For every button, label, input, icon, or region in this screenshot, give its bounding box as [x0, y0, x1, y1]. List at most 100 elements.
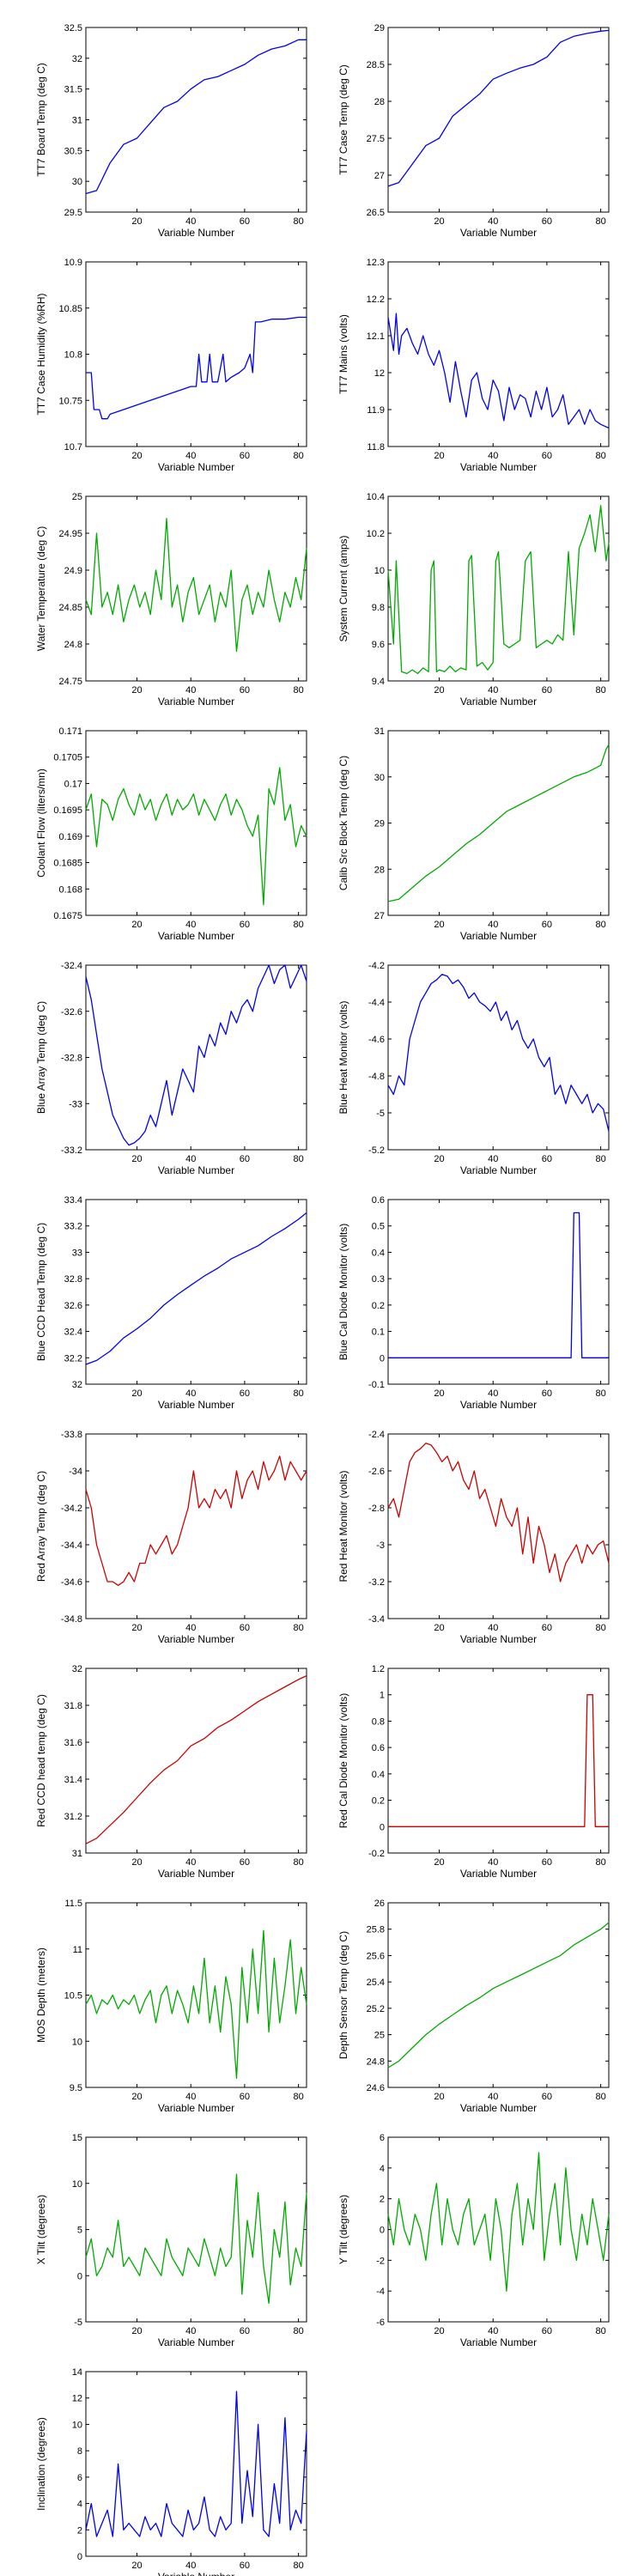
y-tick-label: 29: [374, 23, 385, 33]
y-tick-label: -3.4: [368, 1614, 385, 1625]
x-tick-label: 60: [240, 685, 250, 696]
y-axis-label: Red Cal Diode Monitor (volts): [337, 1693, 349, 1828]
x-axis-label: Variable Number: [460, 696, 537, 708]
plot-frame: [387, 964, 610, 1151]
series-line: [85, 2391, 307, 2537]
x-tick-label: 80: [595, 1857, 605, 1868]
y-axis-label: Y Tilt (degrees): [337, 2195, 349, 2264]
x-tick-label: 40: [488, 216, 498, 227]
x-tick-label: 60: [542, 1154, 552, 1164]
x-tick-label: 60: [542, 1388, 552, 1399]
y-tick-label: -34.2: [61, 1504, 82, 1514]
x-tick-label: 20: [434, 685, 444, 696]
x-tick-label: 60: [240, 2326, 250, 2336]
x-tick-label: 20: [131, 2326, 142, 2336]
y-tick-label: -33.8: [61, 1430, 82, 1440]
chart-panel-20: 20 40 60 80 -6 -4 -2 0 2 4 6 Variable Number Y Tilt …: [337, 2133, 610, 2348]
chart-panel-4: 20 40 60 80 11.8 11.9 12 12.1 12.2 12.3 Variable N…: [337, 258, 610, 473]
series-line: [388, 1694, 609, 1827]
chart-panel-12: 20 40 60 80 -0.1 0 0.1 0.2 0.3 0.4 0.5 0.6 Variable …: [337, 1195, 610, 1411]
x-tick-label: 60: [240, 451, 250, 461]
y-tick-label: 24.6: [367, 2083, 385, 2093]
plot-frame: [85, 495, 307, 682]
series-line: [85, 964, 307, 1146]
y-tick-label: 0.2: [372, 1796, 385, 1807]
y-tick-label: -4.4: [368, 998, 385, 1008]
x-tick-label: 80: [595, 216, 605, 227]
x-tick-label: 40: [185, 2326, 196, 2336]
x-tick-label: 20: [131, 216, 142, 227]
y-tick-label: 31: [72, 1849, 82, 1859]
y-tick-label: 9.4: [372, 677, 385, 687]
y-tick-label: 8: [77, 2446, 82, 2457]
y-tick-label: 0.1685: [53, 859, 82, 869]
chart-panel-6: 20 40 60 80 9.4 9.6 9.8 10 10.2 10.4 Variable Numb…: [337, 492, 610, 708]
y-tick-label: 6: [77, 2473, 82, 2483]
y-tick-label: 27.5: [367, 134, 385, 144]
x-tick-label: 20: [131, 2092, 142, 2102]
y-tick-label: 32.5: [64, 23, 82, 33]
x-tick-label: 40: [488, 1154, 498, 1164]
chart-panel-5: 20 40 60 80 24.75 24.8 24.85 24.9 24.95 25 Variabl…: [35, 492, 307, 708]
plot-frame: [387, 1668, 610, 1854]
y-tick-label: -34.8: [61, 1614, 82, 1625]
x-tick-label: 40: [488, 451, 498, 461]
y-axis-label: Blue Array Temp (deg C): [35, 1001, 47, 1114]
series-line: [387, 505, 610, 675]
x-tick-label: 20: [131, 1388, 142, 1399]
y-tick-label: 25: [374, 2031, 385, 2041]
chart-panel-1: 20 40 60 80 29.5 30 30.5 31 31.5 32 32.5 Variable N…: [35, 23, 307, 239]
series-line: [387, 1922, 610, 2069]
y-tick-label: -4.8: [368, 1072, 385, 1082]
y-tick-label: 25.6: [367, 1951, 385, 1961]
series-line: [387, 974, 610, 1132]
y-axis-label: Blue CCD Head Temp (deg C): [35, 1223, 47, 1361]
y-tick-label: 31: [374, 726, 385, 737]
y-tick-label: 26: [374, 1899, 385, 1909]
series-line: [388, 1212, 609, 1358]
y-tick-label: -34: [69, 1467, 82, 1477]
chart-panel-18: 20 40 60 80 24.6 24.8 25 25.2 25.4 25.6 25.8 26 Vari…: [337, 1899, 610, 2114]
x-tick-label: 80: [293, 1857, 303, 1868]
y-axis-label: Blue Heat Monitor (volts): [337, 1000, 349, 1114]
plot-frame: [85, 1668, 307, 1854]
plot-frame: [85, 2371, 307, 2557]
y-tick-label: 25.8: [367, 1925, 385, 1935]
y-axis-label: Depth Sensor Temp (deg C): [337, 1931, 349, 2059]
x-axis-label: Variable Number: [158, 227, 234, 239]
y-axis-label: TT7 Case Humidity (%RH): [35, 293, 47, 415]
y-tick-label: 10.8: [64, 350, 82, 361]
y-tick-label: -4.6: [368, 1035, 385, 1045]
y-tick-label: 2: [77, 2525, 82, 2536]
x-tick-label: 20: [131, 451, 142, 461]
series-line: [387, 1443, 610, 1583]
x-tick-label: 60: [542, 2326, 552, 2336]
y-tick-label: 0: [77, 2271, 82, 2281]
x-tick-label: 80: [293, 2561, 303, 2571]
x-tick-label: 40: [488, 920, 498, 930]
y-tick-label: 0.2: [372, 1301, 385, 1311]
y-tick-label: 0.8: [372, 1716, 385, 1727]
y-tick-label: -0.2: [368, 1849, 385, 1859]
series-line: [85, 1212, 307, 1365]
y-tick-label: 24.8: [367, 2057, 385, 2067]
y-tick-label: 31.8: [64, 1701, 82, 1711]
x-tick-label: 20: [434, 2326, 444, 2336]
y-tick-label: 0.169: [58, 832, 82, 842]
y-tick-label: 32: [72, 1380, 82, 1390]
y-tick-label: -34.6: [61, 1577, 82, 1588]
y-axis-label: TT7 Case Temp (deg C): [337, 64, 349, 175]
x-axis-label: Variable Number: [158, 930, 234, 942]
y-axis-label: Inclination (degrees): [35, 2417, 47, 2511]
series-line: [85, 1929, 307, 2079]
x-tick-label: 40: [185, 2092, 196, 2102]
y-tick-label: 32.2: [64, 1353, 82, 1364]
y-tick-label: 0: [77, 2552, 82, 2562]
y-tick-label: 32: [72, 54, 82, 64]
x-tick-label: 80: [595, 451, 605, 461]
y-tick-label: 0.5: [372, 1222, 385, 1232]
y-tick-label: 10.85: [58, 304, 82, 314]
x-tick-label: 20: [131, 685, 142, 696]
y-tick-label: -34.4: [61, 1540, 82, 1551]
x-tick-label: 40: [185, 685, 196, 696]
